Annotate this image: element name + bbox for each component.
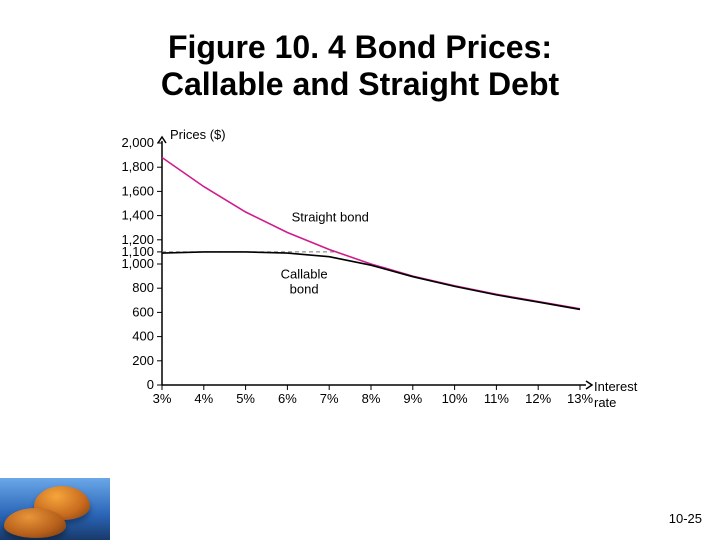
y-tick-label: 200 (132, 353, 154, 368)
x-tick-label: 12% (525, 391, 551, 406)
y-tick-label: 1,400 (121, 208, 154, 223)
y-tick-label: 2,000 (121, 135, 154, 150)
y-tick-label: 600 (132, 304, 154, 319)
x-tick-label: 13% (567, 391, 593, 406)
y-tick-label: 400 (132, 329, 154, 344)
y-axis-label: Prices ($) (170, 127, 226, 142)
page-number: 10-25 (669, 511, 702, 526)
bond-price-chart: Prices ($)02004006008001,0001,1001,2001,… (80, 125, 640, 425)
x-tick-label: 9% (403, 391, 422, 406)
y-tick-label: 800 (132, 280, 154, 295)
decorative-footer-image (0, 478, 110, 540)
y-tick-label: 1,600 (121, 183, 154, 198)
title-line1: Figure 10. 4 Bond Prices: (168, 29, 552, 65)
x-tick-label: 5% (236, 391, 255, 406)
callable-bond-label-2: bond (290, 282, 319, 297)
x-tick-label: 10% (442, 391, 468, 406)
y-tick-label: 1,200 (121, 232, 154, 247)
straight-bond-label: Straight bond (292, 210, 369, 225)
title-line2: Callable and Straight Debt (161, 66, 559, 102)
page-title: Figure 10. 4 Bond Prices: Callable and S… (0, 29, 720, 103)
x-tick-label: 4% (194, 391, 213, 406)
x-tick-label: 7% (320, 391, 339, 406)
y-tick-label: 0 (147, 377, 154, 392)
callable-bond-label-1: Callable (281, 267, 328, 282)
x-tick-label: 3% (153, 391, 172, 406)
x-axis-label-2: rate (594, 395, 616, 410)
y-tick-label: 1,800 (121, 159, 154, 174)
x-tick-label: 8% (362, 391, 381, 406)
x-axis-label-1: Interest (594, 379, 638, 394)
x-tick-label: 11% (484, 391, 509, 406)
x-tick-label: 6% (278, 391, 297, 406)
